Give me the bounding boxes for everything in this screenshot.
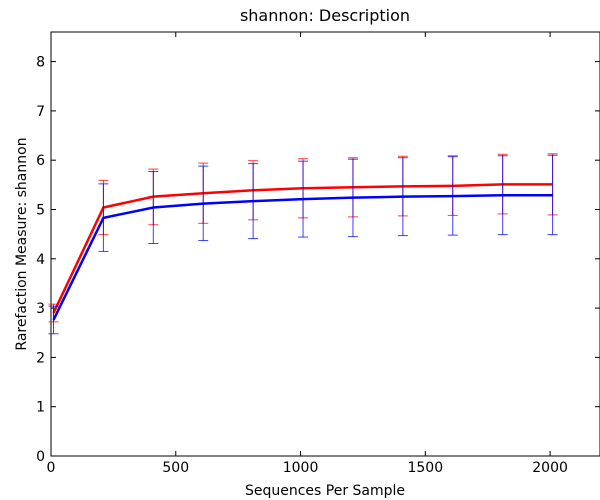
y-tick-label: 8 <box>36 55 45 71</box>
y-tick-label: 1 <box>36 400 45 416</box>
series-1 <box>48 154 558 335</box>
x-tick-label: 500 <box>162 460 189 476</box>
y-tick-label: 6 <box>36 153 45 169</box>
chart-title: shannon: Description <box>240 6 410 25</box>
y-tick-label: 0 <box>36 449 45 465</box>
error-bar <box>48 305 59 335</box>
error-bar <box>98 183 109 252</box>
y-tick-label: 3 <box>36 301 45 317</box>
error-bar <box>198 165 209 242</box>
x-axis-title: Sequences Per Sample <box>245 483 405 499</box>
error-bar <box>248 163 259 240</box>
error-bar <box>298 160 309 238</box>
plot-frame <box>50 31 600 457</box>
error-bar <box>447 156 458 236</box>
error-bar <box>347 158 358 238</box>
y-tick-label: 7 <box>36 104 45 120</box>
series-layer <box>48 153 558 335</box>
error-bar <box>497 155 508 236</box>
error-bar <box>397 157 408 237</box>
y-tick-label: 4 <box>36 252 45 268</box>
y-axis-title: Rarefaction Measure: shannon <box>14 137 30 350</box>
error-bar <box>547 154 558 236</box>
x-tick-label: 0 <box>47 460 56 476</box>
x-tick-label: 1500 <box>407 460 443 476</box>
y-tick-label: 2 <box>36 350 45 366</box>
x-tick-label: 1000 <box>283 460 319 476</box>
error-bar <box>148 171 159 245</box>
y-tick-label: 5 <box>36 202 45 218</box>
x-tick-label: 2000 <box>532 460 568 476</box>
axis-ticks: 0 500 1000 1500 2000 0 1 2 3 4 5 6 7 8 <box>36 32 600 476</box>
